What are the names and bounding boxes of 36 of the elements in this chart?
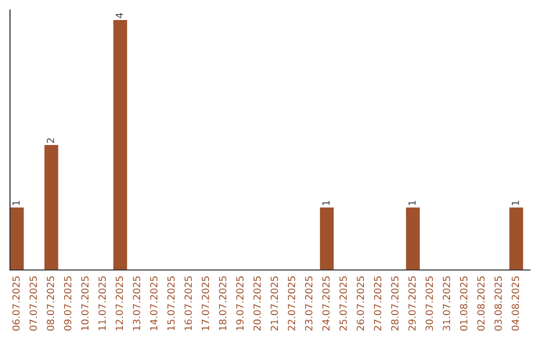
x-tick-label: 28.07.2025	[391, 276, 399, 331]
x-tick-label: 10.07.2025	[81, 276, 89, 330]
x-tick-label: 09.07.2025	[64, 276, 72, 331]
x-tick-label: 13.07.2025	[132, 276, 140, 330]
x-tick-label: 24.07.2025	[322, 276, 330, 331]
x-tick-label: 12.07.2025	[116, 276, 124, 330]
x-tick-label: 19.07.2025	[236, 276, 244, 330]
data-label: 2	[46, 138, 54, 143]
x-tick-label: 21.07.2025	[270, 276, 278, 331]
x-tick-label: 03.08.2025	[494, 276, 502, 331]
data-label: 4	[116, 12, 123, 18]
x-tick-label: 06.07.2025	[12, 276, 20, 331]
x-tick-label: 20.07.2025	[253, 276, 261, 331]
x-tick-label: 30.07.2025	[426, 276, 433, 330]
x-tick-label: 15.07.2025	[167, 276, 175, 330]
x-tick-label: 11.07.2025	[98, 276, 106, 330]
x-tick-label: 04.08.2025	[512, 276, 520, 331]
data-label: 1	[12, 200, 20, 206]
data-label: 1	[322, 200, 330, 206]
x-tick-label: 29.07.2025	[408, 276, 416, 331]
x-tick-label: 17.07.2025	[202, 276, 210, 330]
x-tick-label: 26.07.2025	[356, 276, 364, 331]
x-tick-label: 07.07.2025	[30, 276, 37, 331]
x-tick-label: 01.08.2025	[460, 276, 468, 331]
x-tick-label: 23.07.2025	[305, 276, 312, 331]
x-tick-label: 16.07.2025	[184, 276, 192, 330]
data-label: 1	[512, 200, 519, 206]
x-tick-label: 14.07.2025	[150, 276, 158, 330]
data-label: 1	[408, 200, 416, 206]
x-tick-label: 27.07.2025	[374, 276, 382, 331]
x-tick-label: 02.08.2025	[477, 276, 485, 331]
x-tick-label: 08.07.2025	[46, 276, 54, 331]
x-tick-label: 22.07.2025	[288, 276, 296, 331]
x-tick-label: 18.07.2025	[218, 276, 226, 330]
x-tick-label: 25.07.2025	[340, 276, 347, 331]
x-tick-label: 31.07.2025	[442, 276, 450, 330]
